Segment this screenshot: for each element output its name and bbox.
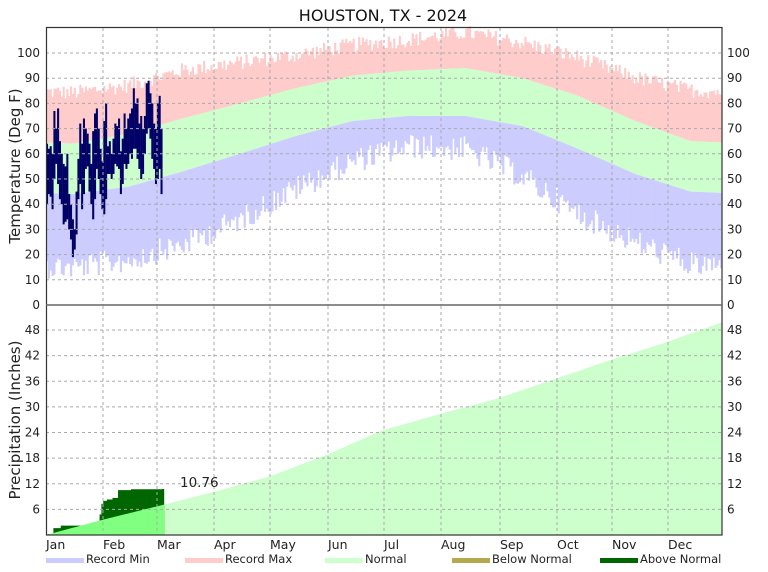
y-tick-label: 70 <box>25 122 40 136</box>
y-tick-label: 6 <box>32 502 40 516</box>
legend: Record Min Record Max Normal Below Normal Ab… <box>46 552 721 566</box>
month-label: Oct <box>557 537 579 552</box>
plot-frame <box>45 26 723 536</box>
month-label: Apr <box>214 537 236 552</box>
y-tick-label: 6 <box>727 502 735 516</box>
temperature-grid <box>46 28 722 305</box>
y-tick-label: 18 <box>727 451 742 465</box>
temperature-y-axis-label: Temperature (Deg F) <box>6 88 24 244</box>
month-label: Mar <box>157 537 181 552</box>
y-tick-label: 10 <box>727 273 742 287</box>
observed-temperature-bars <box>46 80 163 258</box>
y-tick-label: 40 <box>25 197 40 211</box>
legend-swatch <box>452 558 490 563</box>
y-tick-label: 80 <box>25 96 40 110</box>
y-tick-label: 30 <box>727 222 742 236</box>
y-tick-label: 24 <box>25 426 40 440</box>
y-tick-label: 60 <box>727 147 742 161</box>
precipitation-y-axis-label: Precipitation (Inches) <box>6 341 24 500</box>
y-tick-label: 100 <box>17 46 40 60</box>
y-tick-label: 90 <box>25 71 40 85</box>
y-tick-label: 90 <box>727 71 742 85</box>
y-tick-label: 0 <box>32 298 40 312</box>
y-tick-label: 80 <box>727 96 742 110</box>
y-tick-label: 20 <box>25 248 40 262</box>
legend-label: Record Min <box>86 552 150 566</box>
legend-swatch <box>46 558 84 563</box>
temperature-y-ticks-left: 0 10 20 30 40 50 60 70 80 90 100 <box>17 46 40 312</box>
month-label: Feb <box>103 537 125 552</box>
x-axis-month-labels: Jan Feb Mar Apr May Jun Jul Aug Sep Oct Nov Dec <box>45 537 692 552</box>
y-tick-label: 20 <box>727 248 742 262</box>
precipitation-panel: 6 12 18 24 30 36 42 48 6 12 18 24 30 36 42 48 Precipit… <box>6 306 742 535</box>
temperature-panel: 0 10 20 30 40 50 60 70 80 90 100 0 10 20 30 40 50 60 70 80… <box>6 26 750 312</box>
y-tick-label: 42 <box>25 349 40 363</box>
legend-item: Record Max <box>185 552 292 566</box>
y-tick-label: 70 <box>727 122 742 136</box>
y-tick-label: 18 <box>25 451 40 465</box>
precipitation-areas <box>46 322 722 535</box>
precipitation-grid <box>46 306 722 535</box>
legend-item: Above Normal <box>600 552 721 566</box>
legend-swatch <box>325 558 363 563</box>
y-tick-label: 12 <box>25 477 40 491</box>
legend-item: Record Min <box>46 552 150 566</box>
month-label: Nov <box>612 537 637 552</box>
y-tick-label: 30 <box>25 400 40 414</box>
y-tick-label: 50 <box>727 172 742 186</box>
chart-title: HOUSTON, TX - 2024 <box>299 6 467 25</box>
y-tick-label: 42 <box>727 349 742 363</box>
y-tick-label: 10 <box>25 273 40 287</box>
month-label: Sep <box>500 537 524 552</box>
legend-label: Above Normal <box>640 552 721 566</box>
y-tick-label: 50 <box>25 172 40 186</box>
month-label: Jul <box>383 537 399 552</box>
precipitation-total-annotation: 10.76 <box>180 475 219 491</box>
temperature-y-ticks-right: 0 10 20 30 40 50 60 70 80 90 100 <box>727 46 750 312</box>
month-label: Aug <box>441 537 465 552</box>
legend-label: Below Normal <box>492 552 572 566</box>
month-label: Dec <box>668 537 692 552</box>
month-label: May <box>270 537 296 552</box>
y-tick-label: 100 <box>727 46 750 60</box>
legend-label: Record Max <box>225 552 292 566</box>
y-tick-label: 24 <box>727 426 742 440</box>
legend-item: Below Normal <box>452 552 572 566</box>
y-tick-label: 40 <box>727 197 742 211</box>
y-tick-label: 48 <box>25 323 40 337</box>
y-tick-label: 36 <box>727 374 742 388</box>
legend-swatch <box>185 558 223 563</box>
precipitation-y-ticks-right: 6 12 18 24 30 36 42 48 <box>727 323 742 516</box>
y-tick-label: 60 <box>25 147 40 161</box>
legend-swatch <box>600 558 638 563</box>
y-tick-label: 12 <box>727 477 742 491</box>
legend-label: Normal <box>365 552 407 566</box>
y-tick-label: 0 <box>727 298 735 312</box>
legend-item: Normal <box>325 552 407 566</box>
y-tick-label: 36 <box>25 374 40 388</box>
y-tick-label: 48 <box>727 323 742 337</box>
month-label: Jan <box>45 537 65 552</box>
y-tick-label: 30 <box>25 222 40 236</box>
precipitation-y-ticks-left: 6 12 18 24 30 36 42 48 <box>25 323 40 516</box>
month-label: Jun <box>327 537 348 552</box>
y-tick-label: 30 <box>727 400 742 414</box>
